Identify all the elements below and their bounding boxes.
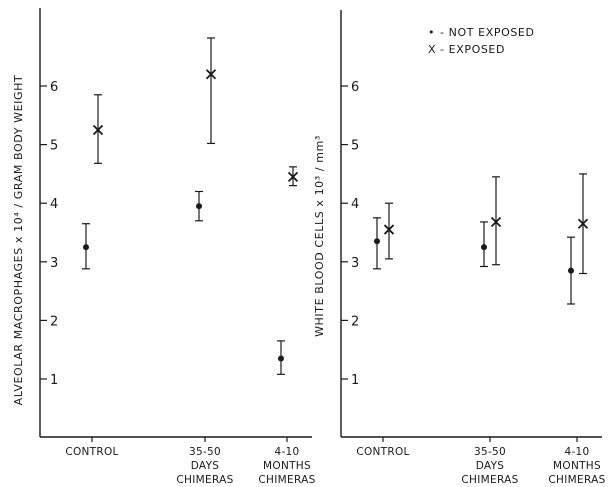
- legend-label-exposed: - EXPOSED: [440, 43, 505, 56]
- point-exposed-2: [577, 218, 589, 229]
- category-label-2-0: 4-10: [564, 446, 589, 458]
- point-exposed-stroke-b-2: [577, 218, 589, 229]
- y-tick-label-2: 2: [50, 314, 58, 329]
- y-tick-label-4: 4: [351, 197, 359, 212]
- legend-label-not-exposed: - NOT EXPOSED: [440, 26, 535, 39]
- y-tick-label-3: 3: [351, 256, 359, 271]
- legend-symbol-not-exposed: •: [428, 26, 435, 39]
- category-label-0-0: CONTROL: [356, 446, 409, 458]
- category-label-2-1: MONTHS: [263, 460, 311, 472]
- point-not-exposed-1: [196, 203, 202, 210]
- point-not-exposed-2: [278, 355, 284, 362]
- legend-symbol-exposed: X: [428, 43, 436, 56]
- point-exposed-1: [490, 216, 502, 228]
- point-exposed-stroke-b-0: [92, 124, 104, 136]
- y-tick-label-5: 5: [351, 139, 359, 154]
- y-tick-label-6: 6: [351, 80, 359, 95]
- point-exposed-stroke-b-1: [205, 69, 217, 80]
- macrophages-panel: ALVEOLAR MACROPHAGES x 10⁴ / GRAM BODY W…: [12, 8, 315, 486]
- y-tick-label-1: 1: [50, 373, 58, 388]
- point-exposed-0: [383, 224, 395, 235]
- point-not-exposed-1: [481, 244, 487, 251]
- point-not-exposed-0: [374, 238, 380, 245]
- y-tick-label-4: 4: [50, 197, 58, 212]
- category-label-1-0: 35-50: [474, 446, 506, 458]
- y-tick-label-2: 2: [351, 314, 359, 329]
- point-exposed-stroke-b-1: [490, 216, 502, 228]
- category-label-2-1: MONTHS: [553, 460, 601, 472]
- category-label-1-2: CHIMERAS: [176, 474, 233, 486]
- category-label-2-2: CHIMERAS: [258, 474, 315, 486]
- category-label-1-1: DAYS: [476, 460, 505, 472]
- point-not-exposed-0: [83, 244, 89, 251]
- category-label-1-2: CHIMERAS: [461, 474, 518, 486]
- category-label-2-2: CHIMERAS: [548, 474, 605, 486]
- point-exposed-0: [92, 124, 104, 136]
- point-exposed-stroke-b-2: [287, 171, 299, 182]
- point-not-exposed-2: [568, 267, 574, 274]
- point-exposed-stroke-b-0: [383, 224, 395, 235]
- category-label-1-1: DAYS: [191, 460, 220, 472]
- point-exposed-2: [287, 171, 299, 182]
- legend: • - NOT EXPOSED X - EXPOSED: [428, 26, 535, 56]
- point-exposed-1: [205, 69, 217, 80]
- category-label-1-0: 35-50: [189, 446, 221, 458]
- y-tick-label-3: 3: [50, 256, 58, 271]
- y-tick-label-6: 6: [50, 80, 58, 95]
- white-blood-cells-panel: WHITE BLOOD CELLS x 10³ / mm³ 1 2 3 4 5 6 CONT…: [313, 10, 605, 486]
- category-label-0-0: CONTROL: [65, 446, 118, 458]
- macrophages-y-axis-label: ALVEOLAR MACROPHAGES x 10⁴ / GRAM BODY W…: [12, 75, 25, 406]
- y-tick-label-1: 1: [351, 373, 359, 388]
- white-blood-cells-y-axis-label: WHITE BLOOD CELLS x 10³ / mm³: [313, 135, 326, 337]
- y-tick-label-5: 5: [50, 139, 58, 154]
- category-label-2-0: 4-10: [274, 446, 299, 458]
